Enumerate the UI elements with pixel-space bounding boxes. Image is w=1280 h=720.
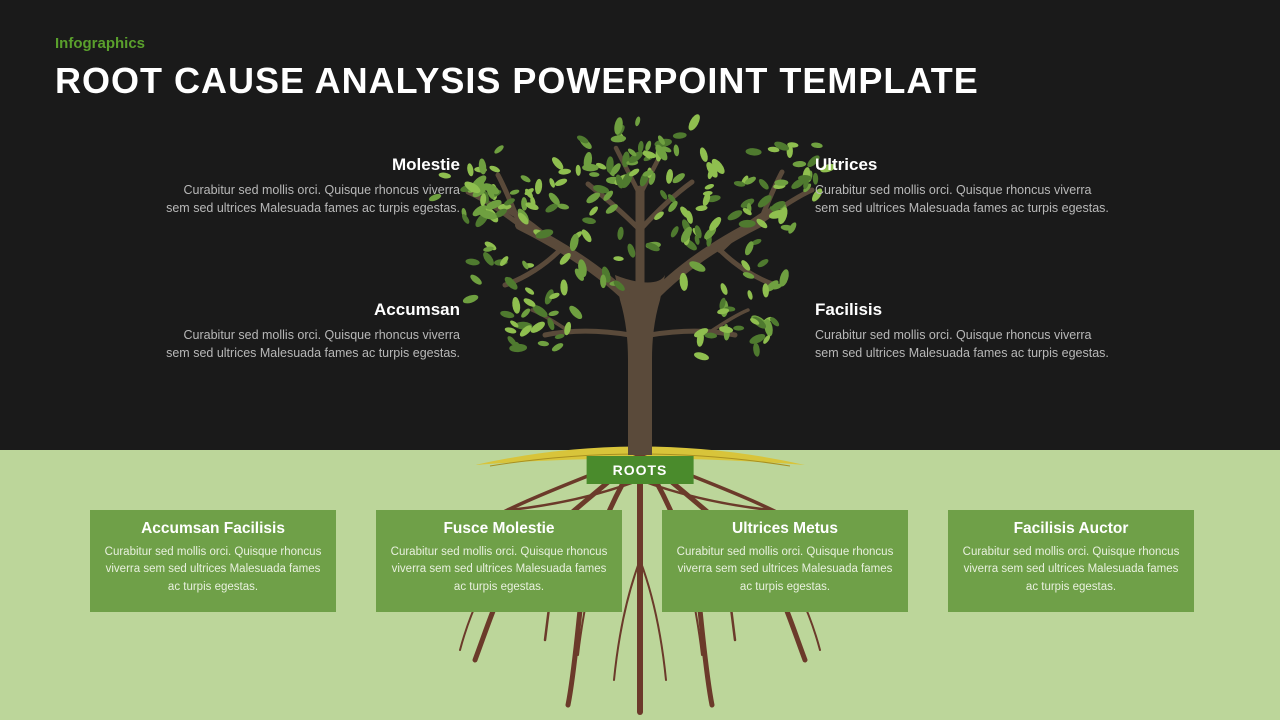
card-heading: Accumsan Facilisis: [104, 520, 322, 538]
card-body: Curabitur sed mollis orci. Quisque rhonc…: [962, 544, 1180, 596]
card-body: Curabitur sed mollis orci. Quisque rhonc…: [390, 544, 608, 596]
root-card-2: Fusce Molestie Curabitur sed mollis orci…: [376, 510, 622, 612]
slide: Infographics ROOT CAUSE ANALYSIS POWERPO…: [0, 0, 1280, 720]
branch-body: Curabitur sed mollis orci. Quisque rhonc…: [815, 326, 1115, 362]
branch-item-ultrices: Ultrices Curabitur sed mollis orci. Quis…: [815, 155, 1115, 217]
branch-item-facilisis: Facilisis Curabitur sed mollis orci. Qui…: [815, 300, 1115, 362]
branch-body: Curabitur sed mollis orci. Quisque rhonc…: [160, 181, 460, 217]
branch-item-molestie: Molestie Curabitur sed mollis orci. Quis…: [160, 155, 460, 217]
slide-title: ROOT CAUSE ANALYSIS POWERPOINT TEMPLATE: [55, 60, 979, 102]
card-heading: Ultrices Metus: [676, 520, 894, 538]
eyebrow: Infographics: [55, 35, 145, 52]
branch-body: Curabitur sed mollis orci. Quisque rhonc…: [815, 181, 1115, 217]
branch-heading: Ultrices: [815, 155, 1115, 175]
root-card-1: Accumsan Facilisis Curabitur sed mollis …: [90, 510, 336, 612]
card-body: Curabitur sed mollis orci. Quisque rhonc…: [104, 544, 322, 596]
branch-heading: Accumsan: [160, 300, 460, 320]
root-card-3: Ultrices Metus Curabitur sed mollis orci…: [662, 510, 908, 612]
root-card-4: Facilisis Auctor Curabitur sed mollis or…: [948, 510, 1194, 612]
card-heading: Fusce Molestie: [390, 520, 608, 538]
card-body: Curabitur sed mollis orci. Quisque rhonc…: [676, 544, 894, 596]
card-heading: Facilisis Auctor: [962, 520, 1180, 538]
roots-label: ROOTS: [587, 456, 694, 484]
branch-item-accumsan: Accumsan Curabitur sed mollis orci. Quis…: [160, 300, 460, 362]
branch-heading: Molestie: [160, 155, 460, 175]
branch-heading: Facilisis: [815, 300, 1115, 320]
branch-body: Curabitur sed mollis orci. Quisque rhonc…: [160, 326, 460, 362]
